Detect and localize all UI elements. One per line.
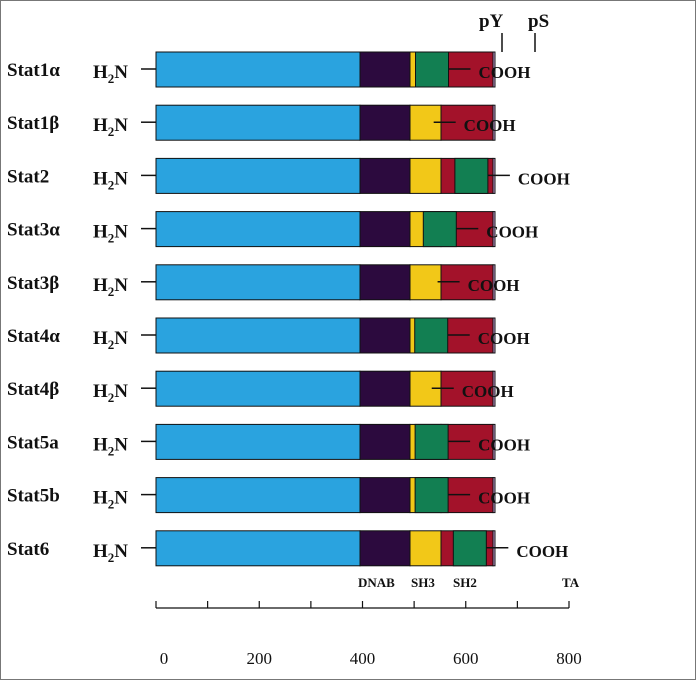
dnab-domain-label: DNAB (358, 575, 395, 590)
axis-tick-label: 0 (160, 649, 169, 668)
protein-row: Stat2 H2N COOH (7, 157, 570, 194)
domain-n (155, 423, 361, 460)
domain-n (155, 370, 361, 407)
protein-row: Stat4α H2N COOH (7, 317, 530, 354)
protein-row: Stat1β H2N COOH (7, 104, 516, 141)
sh2-domain-label: SH2 (453, 575, 477, 590)
c-terminus-label: COOH (486, 223, 538, 242)
domain-dnab (359, 157, 411, 194)
domain-py-link (492, 211, 496, 248)
c-terminus-label: COOH (479, 63, 531, 82)
c-terminus-label: COOH (478, 435, 530, 454)
domain-dnab (359, 104, 411, 141)
domain-ta (454, 157, 489, 194)
c-terminus-label: COOH (478, 489, 530, 508)
protein-name: Stat4α (7, 326, 60, 347)
domain-ta (414, 477, 449, 514)
axis-tick-label: 600 (453, 649, 479, 668)
protein-row: Stat1α H2N COOH (7, 51, 531, 88)
domain-n (155, 530, 361, 567)
n-terminus-label: H2N (93, 222, 128, 246)
axis-tick-label: 400 (350, 649, 376, 668)
protein-row: Stat6 H2N COOH (7, 530, 568, 567)
domain-n (155, 51, 361, 88)
domain-dnab (359, 317, 411, 354)
protein-name: Stat1α (7, 60, 60, 81)
protein-row: Stat4β H2N COOH (7, 370, 514, 407)
protein-name: Stat1β (7, 113, 59, 134)
domain-n (155, 211, 361, 248)
n-terminus-label: H2N (93, 488, 128, 512)
protein-name: Stat6 (7, 539, 49, 560)
residue-axis: 0 200 400 600 800 (155, 601, 582, 668)
domain-dnab (359, 423, 411, 460)
domain-py-link (492, 51, 496, 88)
protein-row: Stat5a H2N COOH (7, 423, 530, 460)
domain-ta (452, 530, 487, 567)
protein-row: Stat5b H2N COOH (7, 477, 530, 514)
c-terminus-label: COOH (516, 542, 568, 561)
ta-domain-label: TA (562, 575, 580, 590)
n-terminus-label: H2N (93, 381, 128, 405)
c-terminus-label: COOH (462, 382, 514, 401)
domain-n (155, 477, 361, 514)
domain-ta (422, 211, 457, 248)
n-terminus-label: H2N (93, 275, 128, 299)
protein-name: Stat5a (7, 432, 59, 453)
domain-dnab (359, 211, 411, 248)
domain-n (155, 317, 361, 354)
domain-dnab (359, 264, 411, 301)
domain-n (155, 104, 361, 141)
protein-row: Stat3α H2N COOH (7, 211, 538, 248)
protein-name: Stat2 (7, 166, 49, 187)
n-terminus-label: H2N (93, 434, 128, 458)
domain-py-link (492, 317, 496, 354)
c-terminus-label: COOH (518, 169, 570, 188)
domain-dnab (359, 530, 411, 567)
domain-n (155, 157, 361, 194)
domain-py-link (492, 477, 496, 514)
domain-py-link (492, 423, 496, 460)
protein-name: Stat3β (7, 273, 59, 294)
axis-tick-label: 800 (556, 649, 582, 668)
n-terminus-label: H2N (93, 115, 128, 139)
domain-dnab (359, 51, 411, 88)
n-terminus-label: H2N (93, 541, 128, 565)
sh3-domain-label: SH3 (411, 575, 435, 590)
domain-ta (414, 423, 449, 460)
c-terminus-label: COOH (478, 329, 530, 348)
n-terminus-label: H2N (93, 62, 128, 86)
axis-tick-label: 200 (247, 649, 273, 668)
domain-ta (415, 51, 449, 88)
domain-ta (414, 317, 449, 354)
py-site-label: pY (479, 11, 504, 32)
domain-py-link (492, 370, 496, 407)
protein-row: Stat3β H2N COOH (7, 264, 520, 301)
domain-sh3 (409, 264, 442, 301)
protein-name: Stat3α (7, 220, 60, 241)
n-terminus-label: H2N (93, 168, 128, 192)
c-terminus-label: COOH (464, 116, 516, 135)
protein-name: Stat4β (7, 379, 59, 400)
c-terminus-label: COOH (468, 276, 520, 295)
domain-sh3 (409, 530, 442, 567)
domain-py-link (492, 104, 496, 141)
domain-dnab (359, 477, 411, 514)
protein-name: Stat5b (7, 486, 60, 507)
domain-dnab (359, 370, 411, 407)
domain-py-link (492, 264, 496, 301)
ps-site-label: pS (528, 11, 549, 32)
domain-n (155, 264, 361, 301)
n-terminus-label: H2N (93, 328, 128, 352)
domain-sh3 (409, 157, 442, 194)
